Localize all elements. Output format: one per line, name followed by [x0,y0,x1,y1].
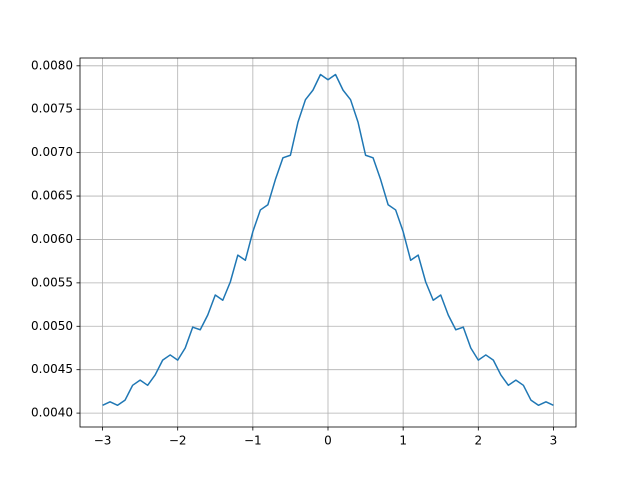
y-tick-label: 0.0055 [31,275,73,289]
y-tick-label: 0.0075 [31,102,73,116]
y-tick-label: 0.0065 [31,189,73,203]
x-tick-label: −1 [244,434,262,448]
x-tick-label: 2 [474,434,482,448]
y-tick-label: 0.0070 [31,145,73,159]
y-tick-label: 0.0050 [31,319,73,333]
y-tick-label: 0.0040 [31,406,73,420]
line-series [102,73,554,407]
x-tick-label: −3 [94,434,112,448]
grid [80,58,576,427]
ticks: −3 −2 −1 0 1 2 3 0.0040 0.0045 0.0050 0.0055 0.0060… [31,58,557,447]
x-tick-label: 0 [324,434,332,448]
y-tick-label: 0.0080 [31,58,73,72]
x-tick-label: 3 [550,434,558,448]
x-tick-label: −2 [169,434,187,448]
x-tick-label: 1 [399,434,407,448]
plot [102,73,554,407]
y-tick-label: 0.0060 [31,232,73,246]
y-tick-label: 0.0045 [31,362,73,376]
